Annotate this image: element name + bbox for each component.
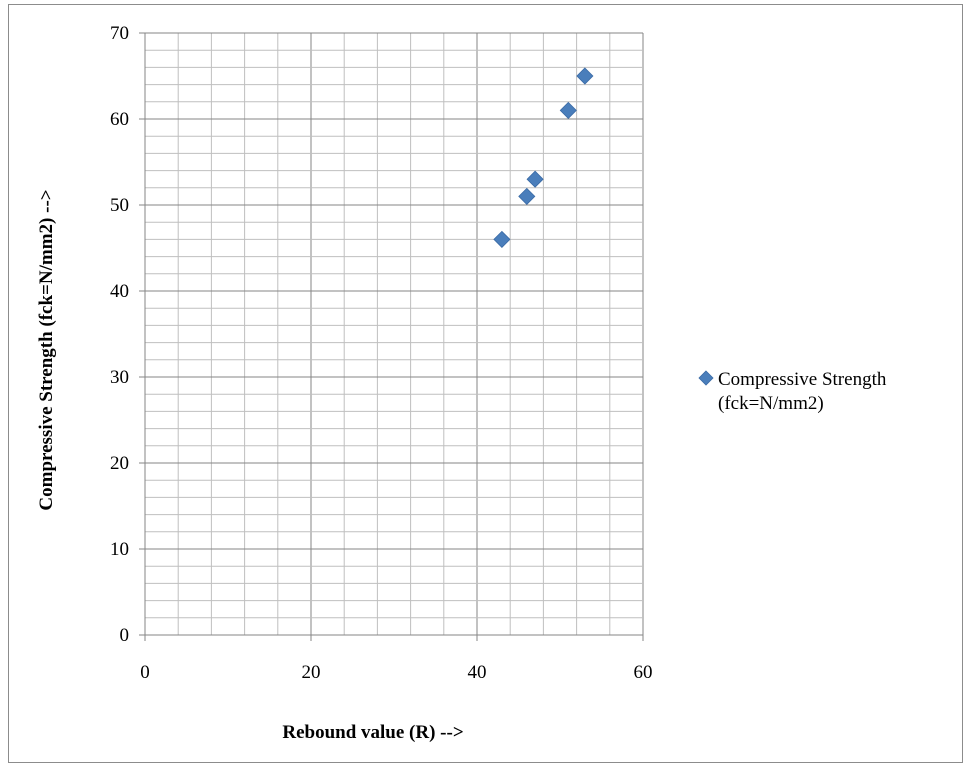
x-axis-title: Rebound value (R) --> <box>282 722 463 743</box>
chart-frame <box>8 4 963 763</box>
y-tick-labels: 0 10 20 30 40 50 60 70 <box>110 23 129 646</box>
y-tick-label: 50 <box>110 195 129 216</box>
x-tick-label: 60 <box>634 662 653 683</box>
y-tick-label: 0 <box>120 625 130 646</box>
y-tick-label: 30 <box>110 367 129 388</box>
data-point-marker <box>493 230 511 248</box>
x-tick-labels: 0 20 40 60 <box>140 662 652 683</box>
y-tick-label: 20 <box>110 453 129 474</box>
y-tick-label: 10 <box>110 539 129 560</box>
legend: Compressive Strength (fck=N/mm2) <box>698 369 887 414</box>
data-points <box>493 67 594 248</box>
data-point-marker <box>518 187 536 205</box>
x-tick-label: 40 <box>468 662 487 683</box>
data-point-marker <box>526 170 544 188</box>
y-tick-label: 60 <box>110 109 129 130</box>
legend-label-line-1: Compressive Strength <box>718 369 887 390</box>
data-point-marker <box>559 101 577 119</box>
y-tick-label: 70 <box>110 23 129 44</box>
y-axis-title: Compressive Strength (fck=N/mm2) --> <box>36 189 57 510</box>
legend-marker-diamond <box>698 370 714 386</box>
x-tick-label: 20 <box>302 662 321 683</box>
grid-lines <box>144 32 644 636</box>
axes <box>139 32 644 641</box>
x-tick-label: 0 <box>140 662 150 683</box>
legend-label-line-2: (fck=N/mm2) <box>718 393 824 414</box>
data-point-marker <box>576 67 594 85</box>
y-tick-label: 40 <box>110 281 129 302</box>
